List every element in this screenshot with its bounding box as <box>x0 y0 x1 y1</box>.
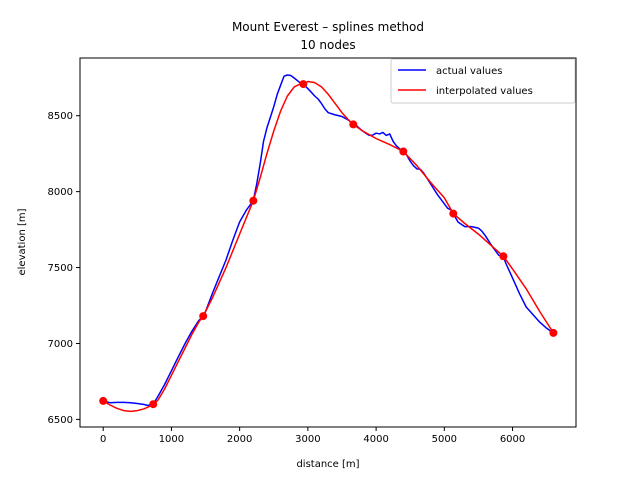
actual-values-line <box>103 74 554 407</box>
x-tick-label: 4000 <box>363 434 388 445</box>
legend: actual values interpolated values <box>390 58 576 104</box>
x-tick-label: 6000 <box>500 434 525 445</box>
node-point <box>199 312 208 321</box>
x-tick-label: 0 <box>100 434 106 445</box>
x-tick-label: 3000 <box>295 434 320 445</box>
node-point <box>549 328 558 337</box>
y-tick-label: 6500 <box>48 415 73 426</box>
node-point <box>349 120 358 129</box>
node-point <box>399 147 408 156</box>
node-point <box>449 209 458 218</box>
x-tick-label: 5000 <box>432 434 457 445</box>
axes-frame <box>79 57 577 428</box>
y-axis-label: elevation [m] <box>17 208 28 275</box>
chart-subtitle: 10 nodes <box>300 38 355 52</box>
x-axis-label: distance [m] <box>296 459 359 470</box>
plot-area <box>99 74 558 413</box>
legend-box <box>390 58 576 104</box>
y-tick-label: 8500 <box>48 111 73 122</box>
legend-label-interpolated: interpolated values <box>436 86 533 97</box>
node-point <box>149 400 158 409</box>
interpolated-values-line <box>102 80 555 413</box>
node-point <box>99 396 108 405</box>
node-point <box>249 196 258 205</box>
legend-label-actual: actual values <box>436 66 503 77</box>
chart-title: Mount Everest – splines method <box>232 20 424 34</box>
x-axis: 0 1000 2000 3000 4000 5000 6000 <box>100 427 525 445</box>
node-point <box>499 252 508 261</box>
x-tick-label: 2000 <box>227 434 252 445</box>
y-axis: 6500 7000 7500 8000 8500 <box>48 111 80 426</box>
node-point <box>299 80 308 89</box>
y-tick-label: 7500 <box>48 263 73 274</box>
x-tick-label: 1000 <box>159 434 184 445</box>
y-tick-label: 8000 <box>48 187 73 198</box>
y-tick-label: 7000 <box>48 339 73 350</box>
